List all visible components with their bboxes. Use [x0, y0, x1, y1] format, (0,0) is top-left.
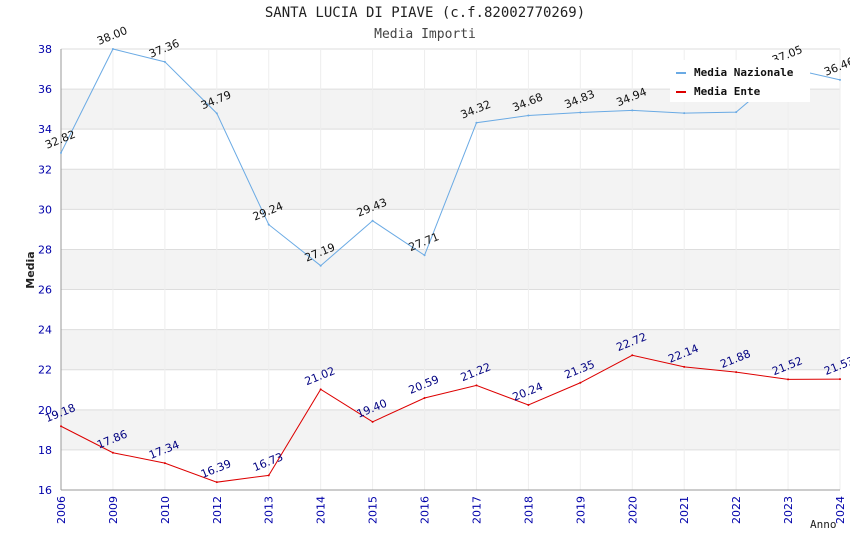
data-point [579, 111, 582, 114]
data-point [215, 481, 218, 484]
data-point [475, 121, 478, 124]
data-label: 36.46 [822, 55, 850, 79]
legend-entry: Media Ente [694, 85, 761, 98]
x-tick-label: 2023 [782, 496, 795, 524]
chart-title: SANTA LUCIA DI PIAVE (c.f.82002770269) [264, 5, 586, 21]
data-point [215, 112, 218, 115]
y-tick-label: 34 [38, 123, 52, 136]
y-tick-label: 20 [38, 404, 52, 417]
x-tick-label: 2021 [678, 496, 691, 524]
x-tick-label: 2009 [107, 496, 120, 524]
x-tick-label: 2017 [470, 496, 483, 524]
x-tick-label: 2015 [367, 496, 380, 524]
data-label: 37.36 [147, 37, 181, 61]
grid-band [61, 329, 840, 370]
data-point [579, 381, 582, 384]
y-tick-label: 28 [38, 243, 52, 256]
data-point [839, 78, 841, 81]
data-point [371, 219, 374, 222]
x-tick-label: 2012 [211, 496, 224, 524]
y-tick-label: 24 [38, 324, 52, 337]
series-line-media-nazionale [60, 48, 841, 267]
data-point [631, 354, 634, 357]
chart-subtitle: Media Importi [374, 27, 476, 42]
y-tick-label: 30 [38, 203, 52, 216]
data-point [163, 462, 166, 465]
legend-box [670, 60, 810, 102]
data-point [735, 371, 738, 374]
data-point [371, 420, 374, 423]
data-point [319, 388, 322, 391]
data-point [60, 151, 62, 154]
y-tick-label: 22 [38, 364, 52, 377]
data-point [683, 112, 686, 115]
y-tick-label: 38 [38, 43, 52, 56]
data-point [527, 404, 530, 407]
data-point [319, 264, 322, 267]
y-tick-label: 26 [38, 284, 52, 297]
x-tick-label: 2016 [419, 496, 432, 524]
data-label: 20.59 [407, 373, 441, 397]
data-point [423, 396, 426, 399]
x-axis-title: Anno [810, 518, 837, 531]
data-point [163, 60, 166, 63]
y-tick-label: 16 [38, 484, 52, 497]
data-point [527, 114, 530, 117]
data-point [683, 365, 686, 368]
grid-band [61, 249, 840, 290]
x-tick-label: 2013 [263, 496, 276, 524]
series-line-media-ente [60, 354, 841, 483]
x-tick-label: 2014 [315, 496, 328, 524]
y-axis-title: Media [24, 251, 37, 288]
data-point [111, 451, 114, 454]
data-point [60, 425, 62, 428]
data-label: 16.39 [199, 457, 233, 481]
y-tick-label: 32 [38, 163, 52, 176]
x-tick-label: 2019 [574, 496, 587, 524]
data-point [267, 474, 270, 477]
y-tick-label: 36 [38, 83, 52, 96]
x-tick-label: 2022 [730, 496, 743, 524]
x-tick-label: 2018 [522, 496, 535, 524]
data-point [735, 111, 738, 114]
data-point [423, 254, 426, 257]
x-tick-label: 2006 [55, 496, 68, 524]
data-label: 38.00 [95, 24, 129, 48]
grid-band [61, 409, 840, 450]
data-point [787, 378, 790, 381]
x-tick-label: 2020 [626, 496, 639, 524]
data-point [475, 384, 478, 387]
x-tick-label: 2024 [834, 496, 847, 524]
data-label: 16.73 [251, 450, 285, 474]
legend-entry: Media Nazionale [694, 66, 794, 79]
x-tick-label: 2010 [159, 496, 172, 524]
data-point [839, 378, 841, 381]
data-point [631, 109, 634, 112]
data-point [267, 223, 270, 226]
y-tick-label: 18 [38, 444, 52, 457]
data-point [111, 48, 114, 50]
